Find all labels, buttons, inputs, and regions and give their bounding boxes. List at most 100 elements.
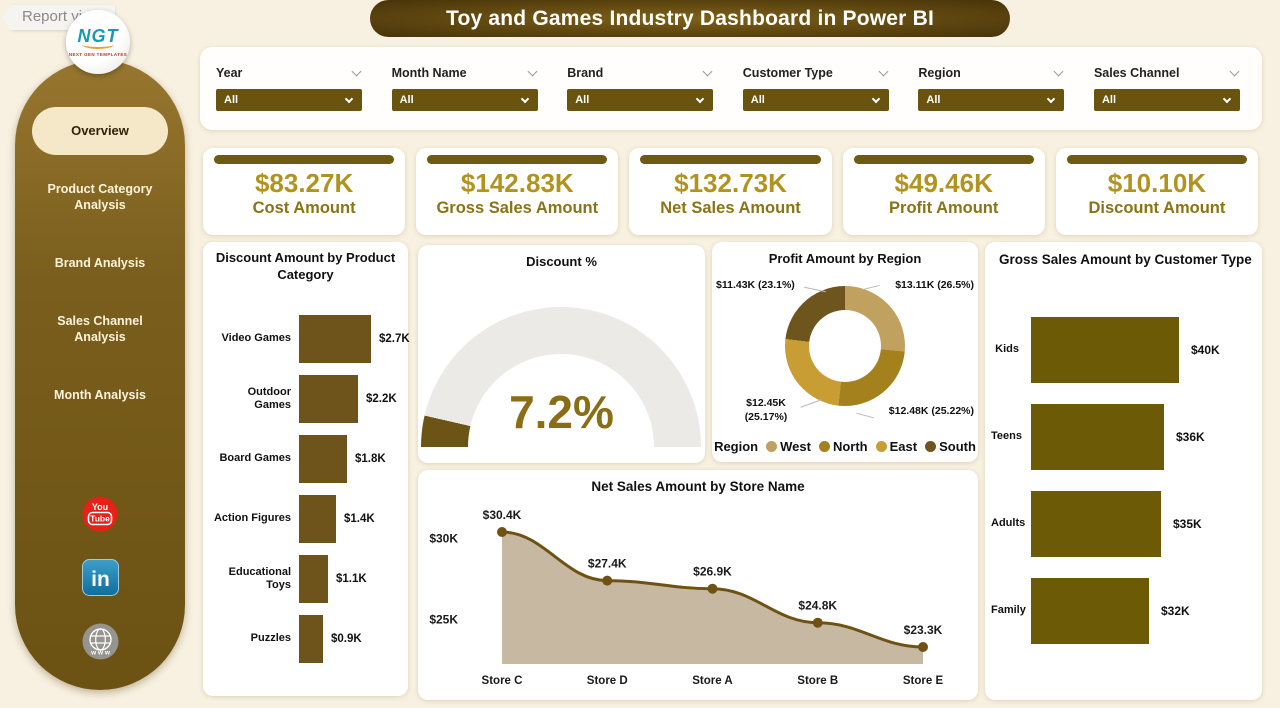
filter-year: Year All: [216, 64, 362, 130]
sidebar-item-brand-analysis[interactable]: Brand Analysis: [54, 255, 146, 270]
legend-title: Region: [714, 439, 759, 454]
gauge-value: 7.2%: [509, 386, 614, 438]
filter-header: Region: [918, 64, 1064, 82]
sidebar-item-overview[interactable]: Overview: [32, 107, 168, 155]
bar-action-figures[interactable]: [299, 495, 336, 543]
x-axis-label: Store A: [692, 675, 732, 687]
bar-row-educational-toys: Educational Toys $1.1K: [211, 555, 410, 603]
chart-title: Discount Amount by Product Category: [215, 250, 396, 282]
globe-meridian: [94, 628, 106, 651]
legend-dot: [875, 441, 887, 452]
bar-video-games[interactable]: [299, 315, 371, 363]
line-chart-plot: $30K $25K $30.4K Store C $27.4K Store D $26.9K…: [429, 508, 943, 687]
filter-header: Brand: [567, 64, 713, 82]
globe-www-text: w w w: [90, 650, 111, 657]
chevron-down-icon[interactable]: [702, 66, 713, 77]
category-label: Video Games: [221, 332, 292, 345]
linkedin-icon[interactable]: in: [81, 559, 119, 596]
bar-teens[interactable]: [1031, 404, 1164, 470]
value-label: $36K: [1176, 430, 1205, 444]
legend-dot: [818, 441, 830, 452]
slice-label-south: $11.43K (23.1%): [716, 279, 795, 291]
chevron-down-icon[interactable]: [527, 66, 538, 77]
ngt-logo[interactable]: NGT NEXT GEN TEMPLATES: [66, 10, 130, 74]
year-dropdown[interactable]: All: [216, 89, 362, 111]
kpi-card-profit-amount: $49.46K Profit Amount: [842, 148, 1045, 235]
website-icon[interactable]: w w w: [82, 623, 119, 660]
brand-dropdown[interactable]: All: [567, 89, 714, 111]
logo-swoosh: [82, 40, 114, 49]
donut-chart[interactable]: [785, 286, 905, 406]
kpi-value: $10.10K: [1107, 168, 1207, 198]
sidebar-nav: Overview Product Category Analysis Brand A…: [15, 60, 185, 419]
bar-educational-toys[interactable]: [299, 555, 328, 603]
linkedin-text: in: [91, 568, 110, 591]
area-fill[interactable]: [502, 532, 923, 664]
slice-label-west: $13.11K (26.5%): [895, 279, 974, 291]
data-point-store-a[interactable]: [707, 583, 718, 594]
y-axis-tick: $30K: [429, 531, 458, 545]
x-axis-label: Store B: [797, 675, 838, 687]
chevron-down-icon[interactable]: [1053, 66, 1064, 77]
bar-rows: Video Games $2.7K Outdoor Games $2.2K Board …: [211, 315, 410, 675]
chevron-down-icon: [1047, 94, 1056, 103]
sidebar: Overview Product Category Analysis Brand A…: [15, 60, 185, 690]
bar-row-adults: Adults $35K: [991, 491, 1220, 557]
legend-item-north[interactable]: North: [818, 439, 868, 454]
chevron-down-icon[interactable]: [351, 66, 362, 77]
sidebar-item-month-analysis[interactable]: Month Analysis: [54, 387, 146, 402]
category-label: Family: [991, 604, 1026, 617]
bar-outdoor-games[interactable]: [299, 375, 358, 423]
kpi-accent-bar: [640, 155, 821, 164]
value-label: $2.2K: [366, 393, 397, 405]
data-point-store-d[interactable]: [602, 575, 613, 586]
chevron-down-icon[interactable]: [1229, 66, 1240, 77]
category-label: Adults: [991, 517, 1026, 530]
data-point-store-c[interactable]: [497, 527, 507, 537]
category-label: Teens: [991, 430, 1022, 443]
bar-kids[interactable]: [1031, 317, 1179, 383]
sidebar-item-sales-channel-analysis[interactable]: Sales Channel Analysis: [57, 313, 143, 344]
legend-label: West: [780, 439, 811, 454]
kpi-accent-bar: [214, 155, 395, 164]
chevron-down-icon[interactable]: [878, 66, 889, 77]
youtube-icon[interactable]: You Tube: [82, 496, 118, 532]
dropdown-selected-value: All: [750, 94, 765, 106]
bar-board-games[interactable]: [299, 435, 347, 483]
bar-row-video-games: Video Games $2.7K: [211, 315, 410, 363]
data-point-store-b[interactable]: [812, 617, 823, 628]
value-label: $35K: [1173, 517, 1202, 531]
filter-brand: Brand All: [567, 64, 714, 130]
gross-sales-by-customer-chart: Gross Sales Amount by Customer Type Kids…: [985, 242, 1262, 700]
discount-gauge-chart: Discount % 7.2%: [418, 245, 705, 463]
bar-row-board-games: Board Games $1.8K: [211, 435, 410, 483]
page-title: Toy and Games Industry Dashboard in Powe…: [370, 0, 1010, 37]
data-point-store-e[interactable]: [918, 642, 928, 653]
sidebar-item-product-category-analysis[interactable]: Product Category Analysis: [47, 181, 153, 212]
category-label: Educational Toys: [228, 565, 291, 591]
customer-type-dropdown[interactable]: All: [742, 89, 889, 111]
kpi-card-gross-sales-amount: $142.83K Gross Sales Amount: [416, 148, 619, 235]
value-label: $40K: [1191, 343, 1220, 357]
filter-sales-channel: Sales Channel All: [1093, 64, 1240, 130]
legend-item-east[interactable]: East: [875, 439, 918, 454]
legend-item-south[interactable]: South: [925, 439, 976, 454]
bar-adults[interactable]: [1031, 491, 1161, 557]
bar-family[interactable]: [1031, 578, 1149, 644]
sales-channel-dropdown[interactable]: All: [1093, 89, 1240, 111]
value-label: $1.8K: [355, 453, 386, 465]
filter-header: Customer Type: [743, 64, 889, 82]
chart-title: Net Sales Amount by Store Name: [591, 479, 805, 494]
region-dropdown[interactable]: All: [918, 89, 1065, 111]
bar-puzzles[interactable]: [299, 615, 323, 663]
kpi-value: $49.46K: [894, 168, 993, 198]
legend-dot: [766, 441, 778, 452]
filter-bar: Year All Month Name All Brand All Customer Typ…: [200, 47, 1262, 130]
bar-row-teens: Teens $36K: [991, 404, 1220, 470]
month-name-dropdown[interactable]: All: [391, 89, 538, 111]
net-sales-by-store-chart: Net Sales Amount by Store Name $30K $25K $…: [418, 470, 978, 700]
category-label: Outdoor Games: [247, 385, 291, 411]
legend-label: East: [889, 439, 918, 454]
legend-item-west[interactable]: West: [766, 439, 811, 454]
filter-month-name: Month Name All: [391, 64, 538, 130]
